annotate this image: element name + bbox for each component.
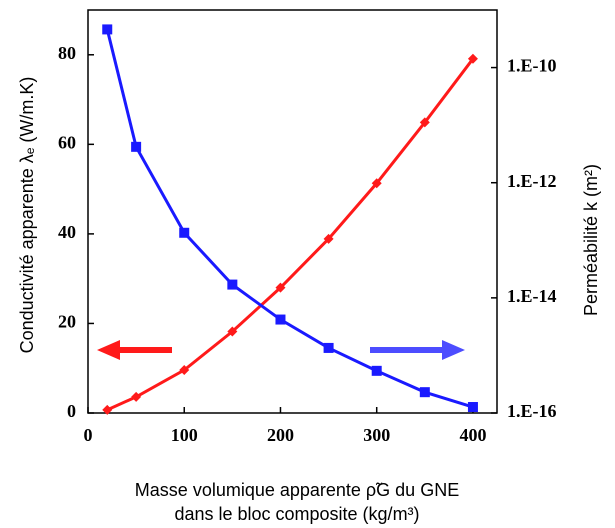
left-arrow — [97, 340, 172, 360]
x-tick-label: 300 — [363, 425, 390, 445]
x-tick-label: 0 — [84, 425, 93, 445]
x-axis-label: dans le bloc composite (kg/m³) — [174, 504, 419, 524]
point — [419, 387, 430, 398]
point — [131, 391, 142, 402]
y-tick-label: 0 — [67, 401, 76, 421]
point — [419, 117, 430, 128]
point — [179, 365, 190, 376]
point — [371, 365, 382, 376]
point — [275, 282, 286, 293]
point — [102, 404, 113, 415]
right-arrow — [370, 340, 465, 360]
point — [179, 227, 190, 238]
y-axis-label: Conductivité apparente λₑ (W/m.K) — [17, 77, 37, 354]
point — [131, 141, 142, 152]
y2-tick-label: 1.E-12 — [507, 171, 557, 191]
point — [371, 178, 382, 189]
plot-frame — [87, 9, 498, 414]
point — [467, 53, 478, 64]
point — [227, 326, 238, 337]
y-tick-label: 20 — [58, 312, 76, 332]
y-tick-label: 60 — [58, 132, 76, 152]
x-tick-label: 100 — [171, 425, 198, 445]
point — [323, 233, 334, 244]
point — [102, 24, 113, 35]
series-line — [106, 57, 475, 412]
y2-tick-label: 1.E-16 — [507, 401, 557, 421]
y2-tick-label: 1.E-10 — [507, 56, 557, 76]
y2-tick-label: 1.E-14 — [507, 286, 557, 306]
x-tick-label: 200 — [267, 425, 294, 445]
point — [323, 342, 334, 353]
point — [227, 279, 238, 290]
x-tick-label: 400 — [459, 425, 486, 445]
point — [275, 314, 286, 325]
x-axis-label: Masse volumique apparente ρ̃G du GNE — [135, 480, 459, 500]
point — [467, 402, 478, 413]
y2-axis-label: Perméabilité k (m²) — [581, 164, 601, 316]
y-tick-label: 40 — [58, 222, 76, 242]
y-tick-label: 80 — [58, 43, 76, 63]
